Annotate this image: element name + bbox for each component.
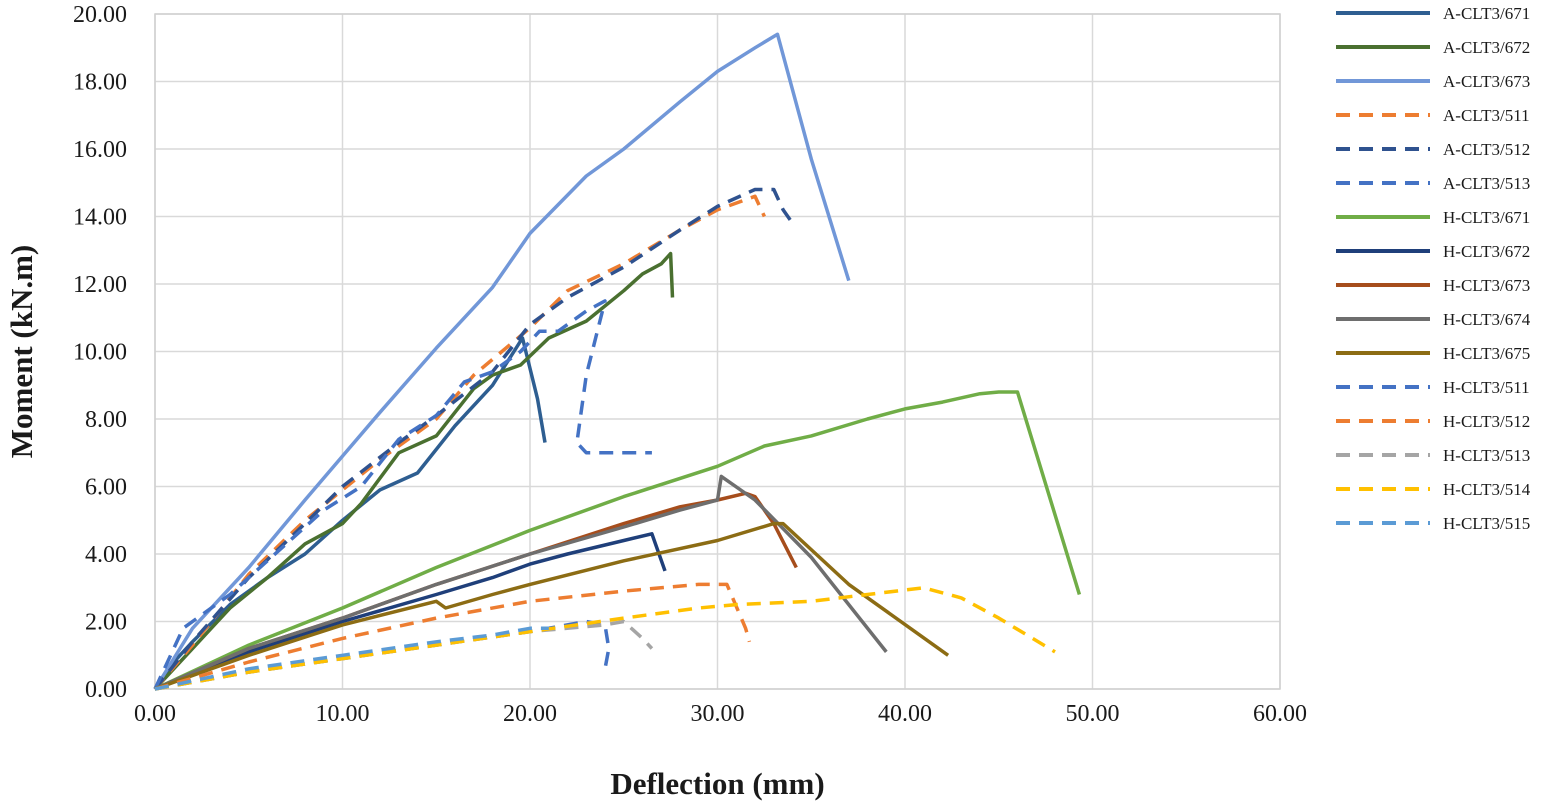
series-line-h-clt3-515 bbox=[154, 626, 549, 691]
y-tick-label: 10.00 bbox=[73, 340, 127, 366]
series-line-a-clt3-672 bbox=[153, 251, 675, 691]
series-line-a-clt3-511 bbox=[153, 194, 766, 691]
y-axis-title: Moment (kN.m) bbox=[4, 245, 39, 459]
x-tick-label: 30.00 bbox=[691, 701, 745, 727]
series-line-h-clt3-672 bbox=[154, 532, 667, 691]
legend-label-h-clt3-672: H-CLT3/672 bbox=[1443, 242, 1530, 261]
legend-label-a-clt3-512: A-CLT3/512 bbox=[1443, 140, 1530, 159]
y-tick-label: 14.00 bbox=[73, 205, 127, 231]
plot-area-border bbox=[154, 13, 1281, 690]
x-axis-title: Deflection (mm) bbox=[610, 766, 824, 801]
x-tick-label: 60.00 bbox=[1253, 701, 1307, 727]
x-axis-tick-labels: 0.00 10.00 20.00 30.00 40.00 50.00 60.00 bbox=[134, 701, 1307, 727]
series-line-a-clt3-673 bbox=[153, 32, 851, 690]
legend-label-h-clt3-511: H-CLT3/511 bbox=[1443, 378, 1530, 397]
y-tick-label: 6.00 bbox=[85, 475, 127, 501]
x-tick-label: 40.00 bbox=[878, 701, 932, 727]
y-tick-label: 2.00 bbox=[85, 610, 127, 636]
series-line-h-clt3-514 bbox=[154, 586, 1056, 691]
legend-label-a-clt3-511: A-CLT3/511 bbox=[1443, 106, 1530, 125]
legend-label-a-clt3-513: A-CLT3/513 bbox=[1443, 174, 1530, 193]
x-tick-label: 20.00 bbox=[503, 701, 557, 727]
y-tick-label: 12.00 bbox=[73, 272, 127, 298]
series-line-h-clt3-671 bbox=[154, 390, 1082, 691]
series-lines bbox=[153, 32, 1082, 691]
series-line-h-clt3-674 bbox=[154, 474, 888, 691]
legend-label-h-clt3-671: H-CLT3/671 bbox=[1443, 208, 1530, 227]
series-line-h-clt3-675 bbox=[154, 521, 950, 691]
legend-label-h-clt3-514: H-CLT3/514 bbox=[1443, 480, 1531, 499]
y-tick-label: 4.00 bbox=[85, 542, 127, 568]
y-tick-label: 16.00 bbox=[73, 137, 127, 163]
x-tick-label: 0.00 bbox=[134, 701, 176, 727]
legend-label-h-clt3-675: H-CLT3/675 bbox=[1443, 344, 1530, 363]
series-line-a-clt3-512 bbox=[153, 187, 794, 691]
legend-label-h-clt3-512: H-CLT3/512 bbox=[1443, 412, 1530, 431]
y-tick-label: 18.00 bbox=[73, 70, 127, 96]
legend-label-a-clt3-673: A-CLT3/673 bbox=[1443, 72, 1530, 91]
legend: A-CLT3/671 A-CLT3/672 A-CLT3/673 A-CLT3/511… bbox=[1336, 4, 1531, 533]
legend-label-h-clt3-513: H-CLT3/513 bbox=[1443, 446, 1530, 465]
y-axis-tick-labels: 0.00 2.00 4.00 6.00 8.00 10.00 12.00 14.00 16.00… bbox=[73, 2, 127, 703]
legend-label-h-clt3-674: H-CLT3/674 bbox=[1443, 310, 1531, 329]
legend-label-h-clt3-515: H-CLT3/515 bbox=[1443, 514, 1530, 533]
legend-label-h-clt3-673: H-CLT3/673 bbox=[1443, 276, 1530, 295]
y-tick-label: 0.00 bbox=[85, 677, 127, 703]
x-tick-label: 50.00 bbox=[1066, 701, 1120, 727]
x-tick-label: 10.00 bbox=[316, 701, 370, 727]
y-tick-label: 20.00 bbox=[73, 2, 127, 28]
series-line-a-clt3-513 bbox=[153, 299, 652, 690]
legend-label-a-clt3-671: A-CLT3/671 bbox=[1443, 4, 1530, 23]
y-tick-label: 8.00 bbox=[85, 407, 127, 433]
legend-label-a-clt3-672: A-CLT3/672 bbox=[1443, 38, 1530, 57]
